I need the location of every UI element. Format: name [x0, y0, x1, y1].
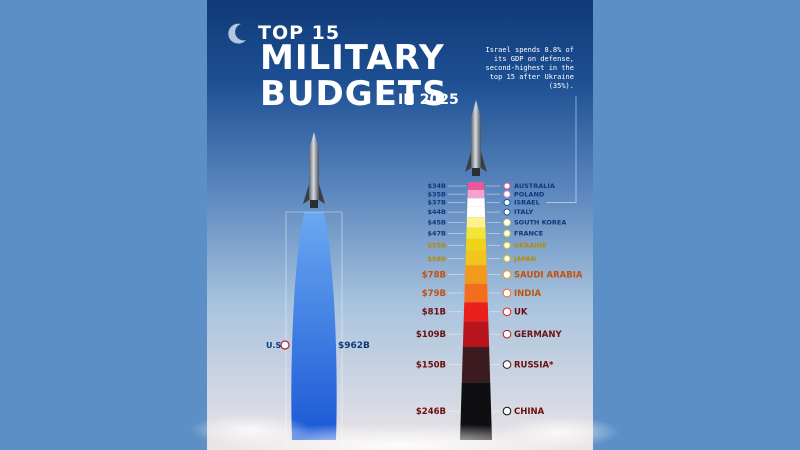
cloud-right — [500, 416, 620, 448]
country-label: SAUDI ARABIA — [514, 270, 583, 280]
flag-icon — [502, 406, 512, 416]
flag-icon — [502, 270, 512, 279]
annotation-connector — [546, 96, 577, 203]
plume-segment — [464, 283, 488, 303]
country-label: ITALY — [514, 208, 534, 216]
country-label: CHINA — [514, 407, 545, 417]
plume-segment — [465, 238, 487, 252]
country-label: UKRAINE — [514, 241, 547, 249]
israel-annotation: Israel spends 8.8% of its GDP on defense… — [485, 46, 574, 90]
value-label: $44B — [427, 208, 446, 216]
value-label: $79B — [422, 289, 446, 299]
value-label: $55B — [427, 241, 446, 249]
country-label: ISRAEL — [514, 199, 540, 207]
flag-icon — [503, 190, 511, 198]
flag-icon — [502, 360, 512, 369]
us-plume — [291, 212, 337, 440]
flag-icon — [503, 219, 511, 227]
country-label: FRANCE — [514, 230, 543, 238]
country-label: AUSTRALIA — [514, 182, 555, 190]
value-label: $58B — [427, 255, 446, 263]
value-label: $37B — [427, 199, 446, 207]
flag-icon — [503, 208, 511, 216]
title-line-3: BUDGETS — [260, 74, 448, 114]
stack-rocket — [465, 100, 487, 176]
plume-segment — [463, 302, 489, 322]
flag-icon — [502, 329, 512, 339]
flag-icon — [502, 288, 512, 298]
plume-segment — [466, 227, 486, 239]
value-label: $35B — [427, 190, 446, 198]
plume-segment — [467, 198, 485, 207]
plume-segment — [466, 217, 486, 228]
us-flag-icon — [280, 340, 290, 350]
cloud-left — [190, 414, 310, 446]
title-line-1: TOP 15 — [258, 22, 341, 44]
us-country-label: U.S. — [266, 341, 284, 350]
flag-icon — [503, 199, 511, 207]
plume-segment — [466, 206, 486, 218]
country-label: INDIA — [514, 289, 541, 299]
plume-segment — [467, 182, 485, 190]
flag-icon — [503, 182, 511, 190]
flag-icon — [503, 229, 511, 237]
country-label: GERMANY — [514, 330, 562, 340]
value-label: $246B — [416, 407, 446, 417]
value-label: $34B — [427, 182, 446, 190]
plume-segment — [464, 265, 488, 284]
plume-segment — [467, 189, 485, 199]
country-label: UK — [514, 308, 528, 318]
country-label: RUSSIA* — [514, 360, 554, 370]
us-rocket — [303, 132, 325, 208]
flag-icon — [503, 255, 511, 263]
plume-segment — [462, 321, 490, 347]
title-suffix: IN 2025 — [398, 92, 459, 108]
value-label: $109B — [416, 330, 446, 340]
title-line-2: MILITARY — [260, 38, 445, 78]
moon-icon — [228, 23, 246, 44]
value-label: $81B — [422, 308, 446, 318]
country-label: POLAND — [514, 190, 545, 198]
plume-segment — [465, 251, 487, 266]
poster-background — [207, 0, 593, 450]
flag-icon — [503, 241, 511, 249]
flag-icon — [502, 307, 512, 317]
value-label: $150B — [416, 360, 446, 370]
country-label: JAPAN — [513, 255, 536, 263]
value-label: $78B — [422, 270, 446, 280]
country-label: SOUTH KOREA — [514, 219, 566, 227]
value-label: $45B — [427, 219, 446, 227]
us-value-label: $962B — [338, 341, 370, 351]
value-label: $47B — [427, 230, 446, 238]
plume-segment — [461, 346, 491, 383]
